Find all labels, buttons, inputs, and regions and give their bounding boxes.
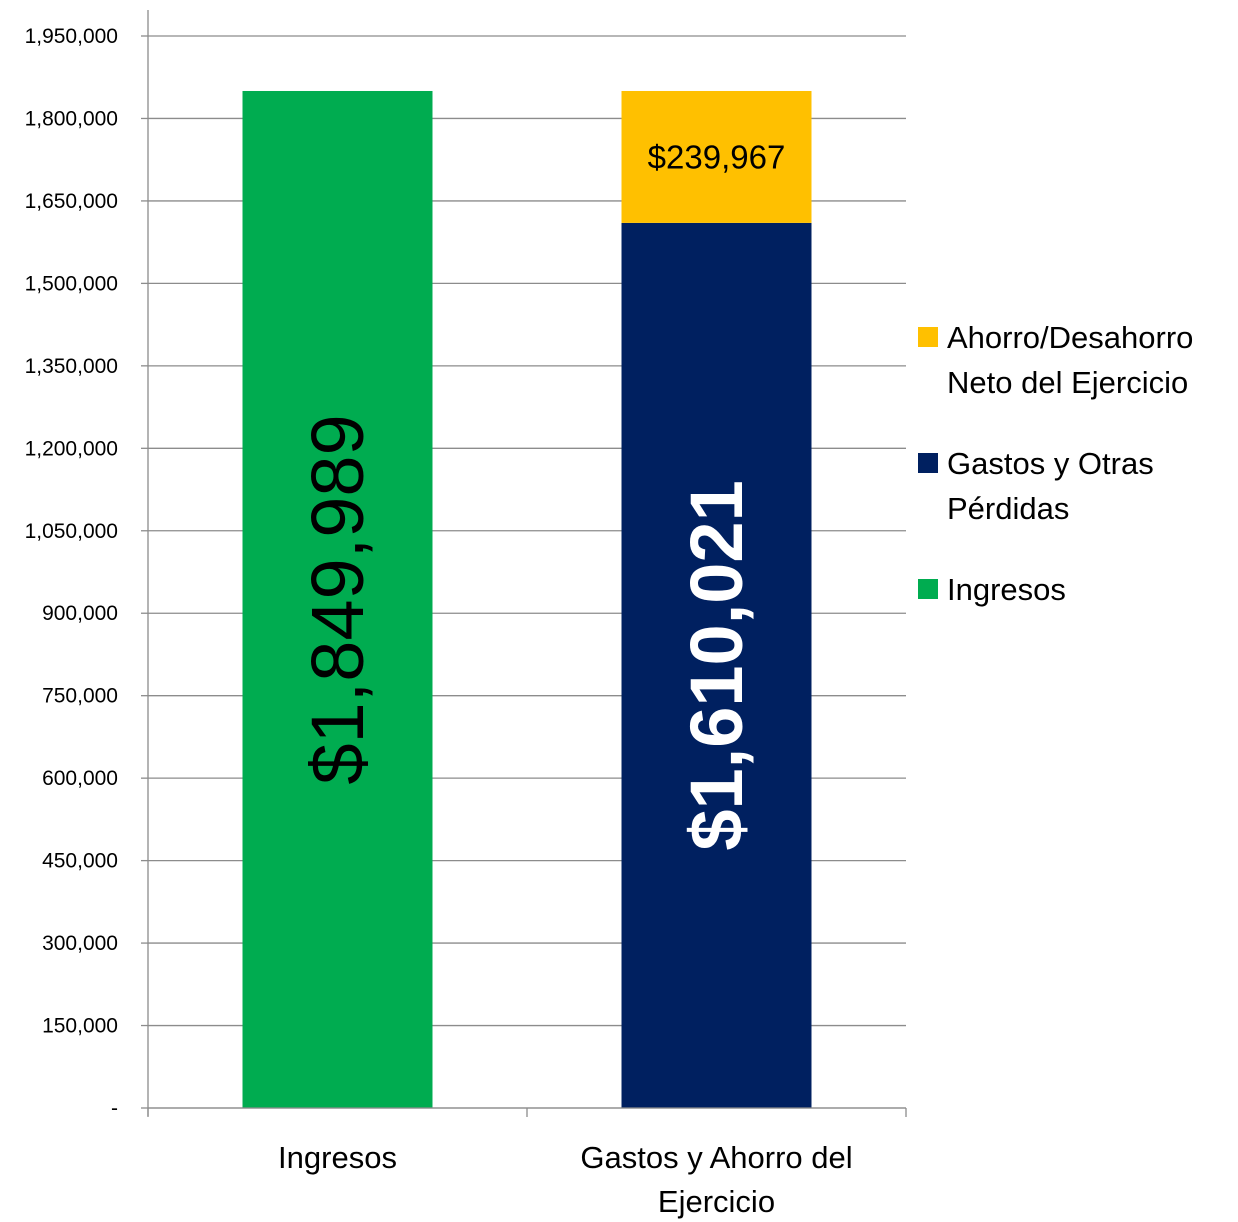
legend-item: Ahorro/Desahorro Neto del Ejercicio bbox=[918, 315, 1238, 405]
legend-swatch bbox=[918, 579, 938, 599]
data-labels: $1,849,989 $1,610,021 $239,967 bbox=[296, 138, 785, 850]
y-tick-label: 1,800,000 bbox=[25, 107, 118, 130]
bar-segment bbox=[621, 90, 812, 223]
data-label: $1,849,989 bbox=[296, 414, 379, 784]
bars bbox=[242, 90, 812, 1109]
legend-label: Ingresos bbox=[947, 572, 1066, 607]
y-tick-label: 1,050,000 bbox=[25, 520, 118, 543]
y-tick-label: 1,650,000 bbox=[25, 190, 118, 213]
y-tick-label: 150,000 bbox=[42, 1015, 118, 1038]
legend-item: Ingresos bbox=[918, 567, 1238, 612]
legend-label: Gastos y Otras Pérdidas bbox=[947, 446, 1154, 526]
legend: Ahorro/Desahorro Neto del Ejercicio Gasto… bbox=[918, 315, 1238, 648]
y-axis-tick-labels: - 150,000 300,000 450,000 600,000 750,000 900,… bbox=[25, 25, 118, 1120]
y-tick-label: - bbox=[111, 1097, 118, 1120]
y-tick-label: 450,000 bbox=[42, 850, 118, 873]
legend-item: Gastos y Otras Pérdidas bbox=[918, 441, 1238, 531]
legend-label: Ahorro/Desahorro Neto del Ejercicio bbox=[947, 320, 1194, 400]
x-axis-category-labels: Ingresos Gastos y Ahorro del Ejercicio bbox=[278, 1140, 853, 1219]
y-tick-label: 900,000 bbox=[42, 602, 118, 625]
y-tick-label: 750,000 bbox=[42, 685, 118, 708]
x-category-label: Ingresos bbox=[278, 1140, 397, 1175]
y-tick-label: 1,950,000 bbox=[25, 25, 118, 48]
y-tick-label: 1,500,000 bbox=[25, 272, 118, 295]
x-category-label: Gastos y Ahorro del bbox=[580, 1140, 852, 1175]
y-tick-label: 1,200,000 bbox=[25, 437, 118, 460]
bar-segment bbox=[242, 90, 433, 1108]
y-tick-label: 600,000 bbox=[42, 767, 118, 790]
legend-swatch bbox=[918, 453, 938, 473]
bar-segment bbox=[621, 222, 812, 1109]
legend-swatch bbox=[918, 327, 938, 347]
axes bbox=[147, 10, 907, 1117]
data-label: $1,610,021 bbox=[675, 480, 758, 850]
data-label: $239,967 bbox=[648, 138, 786, 175]
y-tick-label: 300,000 bbox=[42, 932, 118, 955]
x-category-label: Ejercicio bbox=[658, 1184, 775, 1219]
y-tick-label: 1,350,000 bbox=[25, 355, 118, 378]
